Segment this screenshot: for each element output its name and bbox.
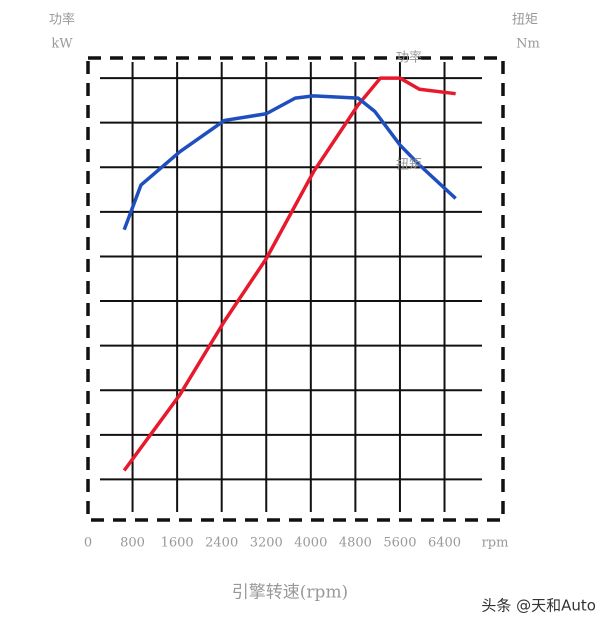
line	[122, 76, 456, 472]
x-tick-label: 3200	[250, 536, 283, 551]
x-axis-label: 引擎转速(rpm)	[232, 583, 348, 603]
left-axis-title: 功率	[49, 12, 75, 28]
x-tick-label: 2400	[205, 536, 238, 551]
x-tick-label: 1600	[161, 536, 194, 551]
x-tick-label: 4800	[339, 536, 372, 551]
x-unit: rpm	[482, 536, 509, 551]
series-label: 功率	[396, 50, 422, 66]
right-axis-title: 扭矩	[512, 13, 538, 28]
watermark: 头条 @天和Auto	[481, 597, 596, 615]
frame	[86, 56, 505, 522]
series-label: 扭矩	[396, 157, 422, 172]
x-tick-label: 6400	[428, 536, 461, 551]
right-axis-unit: Nm	[516, 37, 540, 52]
x-tick-label: 800	[120, 536, 145, 551]
line	[122, 94, 457, 231]
left-axis-unit: kW	[51, 37, 73, 52]
x-tick-label: 5600	[383, 536, 416, 551]
x-tick-label: 0	[84, 536, 92, 551]
x-tick-label: 4000	[294, 536, 327, 551]
